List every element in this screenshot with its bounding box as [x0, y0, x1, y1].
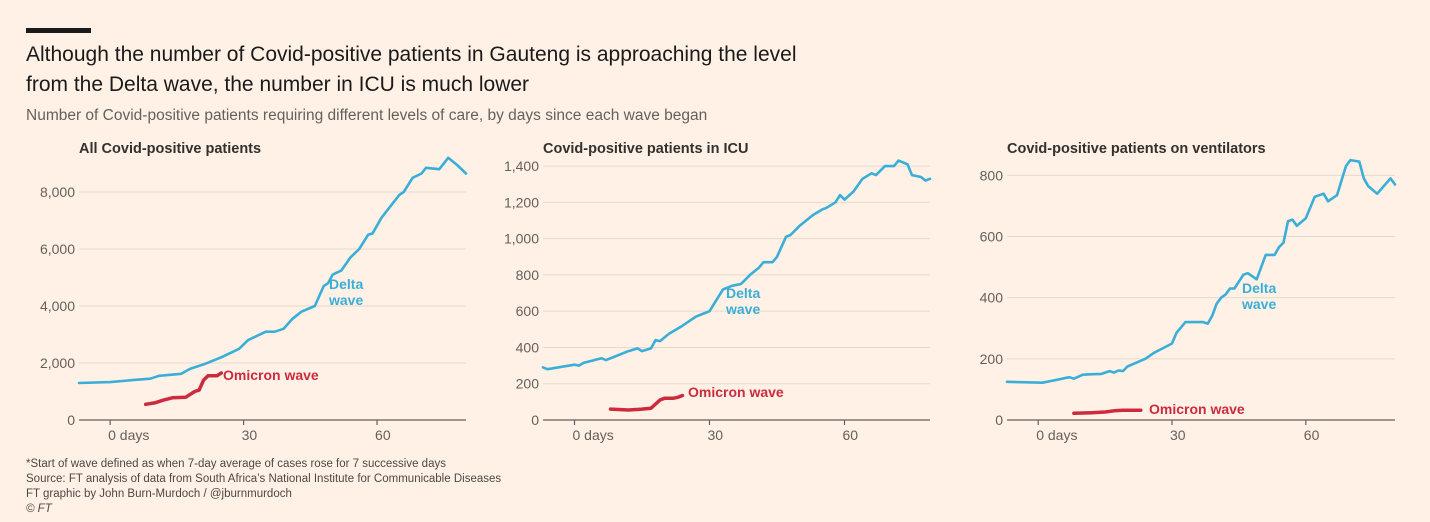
y-tick-label: 2,000: [40, 355, 75, 371]
chart-title: Although the number of Covid-positive pa…: [26, 43, 797, 96]
y-tick-label: 4,000: [40, 298, 75, 314]
y-tick-label: 1,400: [504, 158, 539, 174]
footer: *Start of wave defined as when 7-day ave…: [26, 457, 501, 517]
panel-2: Covid-positive patients in ICU0200400600…: [504, 141, 932, 443]
omicron-wave-line: [608, 393, 685, 412]
y-tick-label: 400: [980, 290, 1004, 306]
panel-3: Covid-positive patients on ventilators 0 2…: [980, 141, 1397, 443]
panel-title: Covid-positive patients on ventilators: [1007, 141, 1266, 157]
omicron-wave-line: [143, 371, 224, 407]
y-tick-label: 200: [980, 351, 1004, 367]
delta-wave-line: [77, 156, 468, 385]
y-tick-label: 800: [516, 267, 540, 283]
x-tick-label: 60: [1304, 427, 1320, 443]
source-note: Source: FT analysis of data from South A…: [26, 473, 502, 485]
delta-wave-label: Delta: [329, 276, 363, 292]
y-tick-label: 400: [516, 339, 540, 355]
delta-wave-label: wave: [328, 292, 363, 308]
delta-wave-line: [541, 159, 932, 371]
panel-title: Covid-positive patients in ICU: [543, 141, 748, 157]
y-tick-label: 1,200: [504, 194, 539, 210]
x-tick-label: 30: [242, 427, 258, 443]
delta-wave-label: wave: [725, 301, 760, 317]
copyright: © FT: [26, 503, 52, 515]
y-tick-label: 1,000: [504, 231, 539, 247]
delta-wave-line: [1005, 158, 1397, 385]
omicron-wave-label: Omicron wave: [1149, 401, 1245, 417]
y-tick-label: 200: [516, 376, 540, 392]
x-tick-label: 0 days: [573, 427, 614, 443]
panel-title: All Covid-positive patients: [79, 141, 261, 157]
y-tick-label: 0: [531, 412, 539, 428]
y-tick-label: 6,000: [40, 241, 75, 257]
omicron-wave-label: Omicron wave: [688, 384, 784, 400]
delta-wave-label: wave: [1241, 296, 1276, 312]
omicron-wave-line: [1072, 408, 1143, 416]
x-tick-label: 0 days: [108, 427, 149, 443]
y-tick-label: 8,000: [40, 184, 75, 200]
y-tick-label: 0: [995, 412, 1003, 428]
x-tick-label: 60: [375, 427, 391, 443]
x-tick-label: 30: [1170, 427, 1186, 443]
y-tick-label: 600: [516, 303, 540, 319]
x-tick-label: 0 days: [1036, 427, 1077, 443]
chart-subtitle: Number of Covid-positive patients requir…: [26, 107, 708, 124]
ft-accent-bar: [26, 28, 91, 33]
y-tick-label: 0: [67, 412, 75, 428]
x-tick-label: 30: [708, 427, 724, 443]
omicron-wave-label: Omicron wave: [223, 367, 319, 383]
y-tick-label: 600: [980, 229, 1004, 245]
credit: FT graphic by John Burn-Murdoch / @jburn…: [26, 488, 292, 500]
footnote: *Start of wave defined as when 7-day ave…: [26, 458, 446, 470]
y-tick-label: 800: [980, 167, 1004, 183]
x-tick-label: 60: [843, 427, 859, 443]
delta-wave-label: Delta: [1242, 280, 1276, 296]
panel-1: All Covid-positive patients 0 2,000 4,000 6,…: [40, 141, 468, 443]
delta-wave-label: Delta: [726, 285, 760, 301]
